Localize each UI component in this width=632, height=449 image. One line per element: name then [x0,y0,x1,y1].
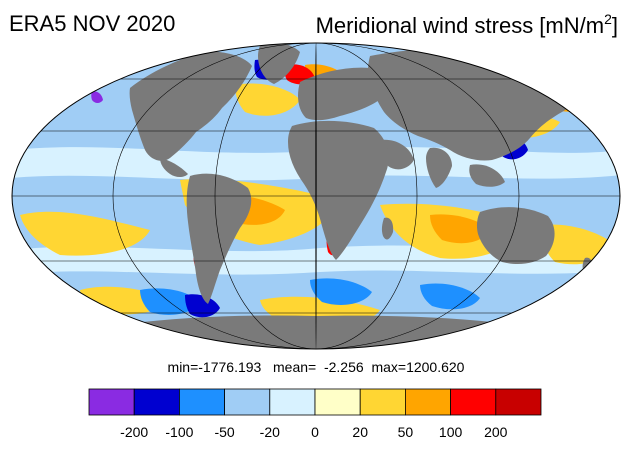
landmass-europe [298,67,386,121]
map-panel [11,42,621,350]
colorbar-swatch [359,388,406,416]
map-statistics: min=-1776.193 mean= -2.256 max=1200.620 [167,359,465,375]
colorbar-swatch [88,388,135,416]
landmass-southeast-asia [469,164,505,187]
wind-region-yellow-east-pacific [540,224,615,265]
colorbar-swatch [224,388,271,416]
wind-region-purple [91,91,103,103]
graticule [12,43,620,349]
landmass-india [426,147,452,188]
colorbar: -200 -100 -50 -20 0 20 50 100 200 [0,386,632,444]
colorbar-tick-label: -200 [120,424,148,440]
landmass-central-america [160,158,188,177]
colorbar-tick-label: 200 [484,424,508,440]
title-text: Meridional wind stress [mN/m [315,13,605,38]
colorbar-swatch [450,388,497,416]
landmass-greenland [258,43,300,84]
wind-region-yellow-north-atlantic [235,83,300,116]
colorbar-tick-label: 100 [439,424,463,440]
wind-region-orange-2 [430,214,490,244]
wind-region-mid-blue-4 [420,283,480,310]
globe-outline [11,42,621,350]
colorbar-swatch [178,388,225,416]
colorbar-tick-label: 20 [352,424,368,440]
landmass-africa [288,120,389,261]
wind-region-dark-blue-1 [185,294,220,318]
colorbar-tick-label: -20 [260,424,280,440]
wind-region-mid-blue-2 [310,278,372,305]
colorbar-tick-label: 0 [311,424,319,440]
landmass-australia [476,207,555,264]
colorbar-tick-label: -100 [165,424,193,440]
colorbar-swatch [269,388,316,416]
landmass-madagascar [381,217,394,240]
wind-region-mid-blue-3 [140,288,200,315]
colorbar-swatch [404,388,451,416]
wind-region-yellow-pacific [20,211,150,256]
colorbar-swatch [495,388,542,416]
landmass-antarctica [40,315,600,349]
colorbar-graphic: -200 -100 -50 -20 0 20 50 100 200 [88,388,542,440]
map-title-right: Meridional wind stress [mN/m2] [316,5,618,40]
landmass-new-zealand [582,257,593,275]
colorbar-swatch [133,388,180,416]
map-title-left: ERA5 NOV 2020 [9,11,176,36]
colorbar-tick-label: -50 [214,424,234,440]
colorbar-swatch [314,388,361,416]
mollweide-map [11,42,621,350]
title-bracket: ] [611,13,618,38]
colorbar-tick-label: 50 [398,424,414,440]
title-superscript: 2 [604,11,612,27]
map-fields [12,43,620,349]
